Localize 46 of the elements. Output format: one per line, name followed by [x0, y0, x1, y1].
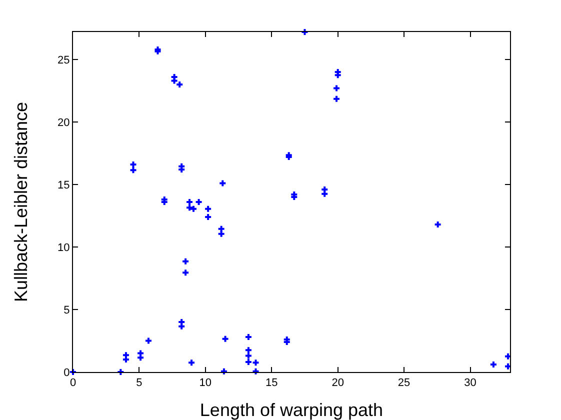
- x-tick-label: 20: [332, 377, 344, 390]
- point: [171, 78, 178, 84]
- y-tick-label: 10: [58, 242, 70, 254]
- y-tick-label: 20: [58, 116, 70, 129]
- point: [245, 352, 252, 359]
- point: [334, 85, 340, 92]
- point: [182, 258, 189, 264]
- point: [245, 334, 252, 340]
- point: [218, 230, 224, 237]
- point: [205, 206, 212, 212]
- point: [245, 347, 252, 354]
- point: [176, 82, 183, 88]
- point: [218, 226, 224, 232]
- point: [130, 162, 136, 168]
- point: [145, 338, 152, 344]
- y-tick-label: 5: [64, 304, 70, 316]
- x-tick-label: 5: [136, 377, 142, 390]
- point: [188, 360, 195, 366]
- point: [222, 336, 228, 342]
- point: [186, 204, 193, 211]
- point: [322, 190, 328, 197]
- point: [205, 214, 212, 220]
- point: [196, 199, 202, 205]
- x-tick-label: 30: [464, 377, 476, 390]
- point: [252, 360, 259, 366]
- point: [178, 166, 185, 172]
- point: [138, 354, 144, 361]
- x-tick-label: 15: [266, 377, 278, 390]
- point: [186, 199, 193, 205]
- x-tick-label: 10: [199, 377, 212, 390]
- point: [122, 356, 129, 362]
- y-tick-label: 25: [58, 54, 70, 66]
- y-tick-label: 0: [64, 366, 70, 379]
- point: [178, 323, 185, 330]
- point: [434, 222, 441, 228]
- y-tick-label: 15: [58, 179, 70, 192]
- x-axis-title: Length of warping path: [200, 400, 384, 420]
- point: [220, 180, 226, 186]
- y-axis-title: Kullback-Leibler distance: [11, 102, 31, 302]
- point: [182, 270, 189, 276]
- point: [190, 206, 197, 212]
- point: [490, 362, 496, 368]
- point: [245, 359, 252, 365]
- x-tick-label: 25: [398, 377, 410, 390]
- point: [334, 96, 340, 102]
- point: [130, 167, 136, 174]
